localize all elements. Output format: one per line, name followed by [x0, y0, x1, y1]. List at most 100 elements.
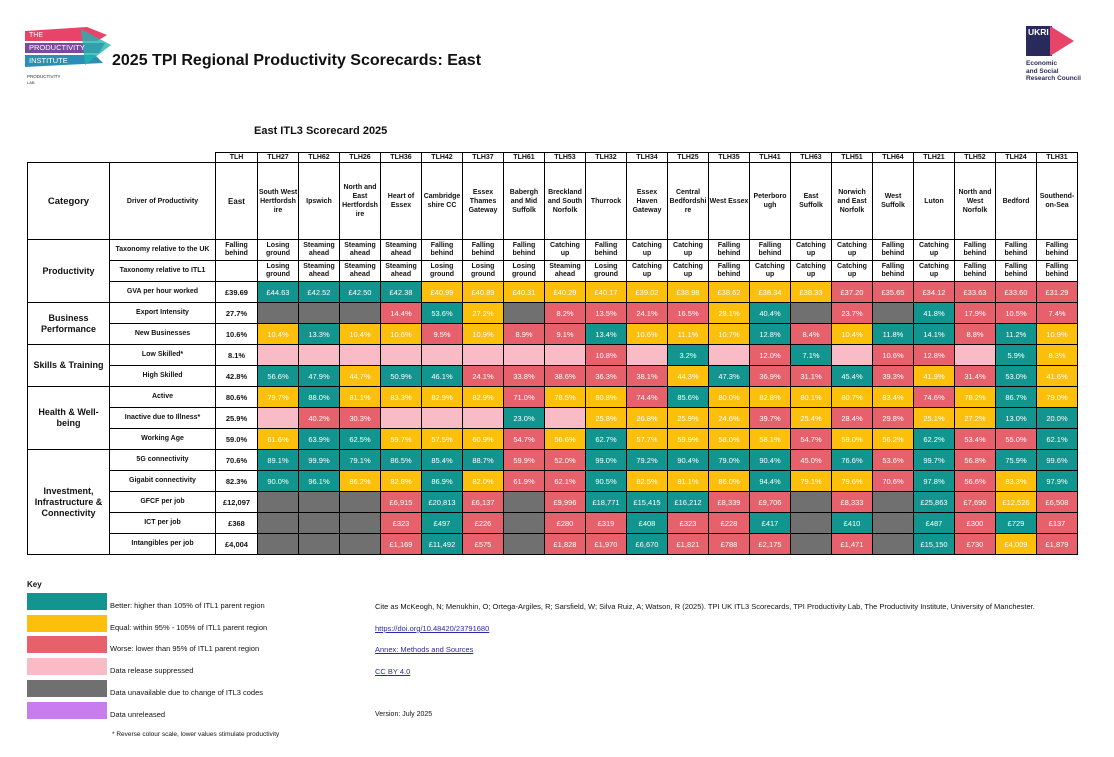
- score-cell: £34.12: [913, 281, 955, 303]
- taxonomy-cell: Catching up: [913, 260, 955, 282]
- score-cell: 31.1%: [790, 365, 832, 387]
- score-cell: 10.6%: [380, 323, 422, 345]
- region-code: TLH25: [667, 152, 709, 163]
- table-row: Taxonomy relative to ITL1 Losing ground St…: [28, 260, 1078, 282]
- score-cell: 81.1%: [667, 470, 709, 492]
- score-cell: 44.3%: [667, 365, 709, 387]
- score-cell: 24.6%: [708, 407, 750, 429]
- score-cell: 20.0%: [1036, 407, 1078, 429]
- score-cell: [626, 344, 668, 366]
- east-value: £39.69: [215, 281, 258, 303]
- score-cell: 79.1%: [339, 449, 381, 471]
- score-cell: 8.9%: [503, 323, 545, 345]
- key-label: Equal: within 95% - 105% of ITL1 parent …: [110, 622, 268, 632]
- score-cell: £39.02: [626, 281, 668, 303]
- score-cell: [380, 407, 422, 429]
- score-cell: [831, 344, 873, 366]
- table-row: ICT per job £368 £323 £497 £226 £280 £319 £408 £…: [28, 512, 1078, 534]
- taxonomy-cell: Steaming ahead: [380, 260, 422, 282]
- score-cell: 30.3%: [339, 407, 381, 429]
- score-cell: 59.7%: [380, 428, 422, 450]
- score-cell: 10.6%: [626, 323, 668, 345]
- table-row: New Businesses 10.6% 10.4% 13.3% 10.4% 10.6% 9…: [28, 323, 1078, 345]
- score-cell: £25,863: [913, 491, 955, 513]
- score-cell: £2,175: [749, 533, 791, 555]
- taxonomy-cell: Steaming ahead: [339, 239, 381, 261]
- score-cell: £8,339: [708, 491, 750, 513]
- score-cell: [790, 491, 832, 513]
- taxonomy-cell: Catching up: [626, 260, 668, 282]
- svg-text:PRODUCTIVITY: PRODUCTIVITY: [29, 43, 85, 52]
- score-cell: 55.0%: [995, 428, 1037, 450]
- score-cell: 31.4%: [954, 365, 996, 387]
- score-cell: £1,828: [544, 533, 586, 555]
- score-cell: 80.0%: [708, 386, 750, 408]
- score-cell: 56.6%: [544, 428, 586, 450]
- table-row: Health & Well- being Active 80.6% 79.7% 88.0…: [27, 386, 1078, 450]
- svg-text:LAB: LAB: [27, 80, 35, 85]
- east-value: 80.6%: [215, 386, 258, 408]
- east-value: £368: [215, 512, 258, 534]
- taxonomy-cell: Falling behind: [708, 260, 750, 282]
- score-cell: 62.1%: [544, 470, 586, 492]
- score-cell: 8.2%: [544, 302, 586, 324]
- category-label: Business Performance: [27, 302, 110, 345]
- score-cell: [544, 344, 586, 366]
- score-cell: £18,771: [585, 491, 627, 513]
- score-cell: 81.1%: [339, 386, 381, 408]
- key-swatch: [27, 614, 107, 632]
- region-name: East Suffolk: [790, 162, 832, 240]
- table-row: Intangibles per job £4,004 £1,169 £11,492 £5…: [28, 533, 1078, 555]
- score-cell: [380, 344, 422, 366]
- score-cell: 62.2%: [913, 428, 955, 450]
- score-cell: £6,670: [626, 533, 668, 555]
- score-cell: £487: [913, 512, 955, 534]
- taxonomy-cell: Falling behind: [749, 239, 791, 261]
- taxonomy-cell: Steaming ahead: [544, 260, 586, 282]
- region-code: TLH21: [913, 152, 955, 163]
- category-header: Category: [27, 162, 110, 240]
- east-value: 27.7%: [215, 302, 258, 324]
- key-swatch: [27, 593, 107, 610]
- taxonomy-cell: Losing ground: [503, 260, 545, 282]
- scorecard-title: East ITL3 Scorecard 2025: [254, 125, 388, 137]
- score-cell: [544, 407, 586, 429]
- east-value: 42.8%: [215, 365, 258, 387]
- license-link[interactable]: CC BY 4.0: [375, 667, 411, 676]
- score-cell: 13.3%: [298, 323, 340, 345]
- score-cell: 82.5%: [626, 470, 668, 492]
- score-cell: 82.9%: [462, 386, 504, 408]
- score-cell: 13.0%: [995, 407, 1037, 429]
- score-cell: 62.5%: [339, 428, 381, 450]
- driver-label: Taxonomy relative to ITL1: [109, 260, 216, 282]
- score-cell: 88.0%: [298, 386, 340, 408]
- east-value: 10.6%: [215, 323, 258, 345]
- driver-label: Taxonomy relative to the UK: [109, 239, 216, 261]
- annex-link[interactable]: Annex: Methods and Sources: [375, 645, 474, 654]
- score-cell: 89.1%: [257, 449, 299, 471]
- score-cell: 83.4%: [872, 386, 914, 408]
- tlh-name: East: [215, 162, 258, 240]
- region-code: TLH64: [872, 152, 914, 163]
- category-label: Skills & Training: [27, 344, 110, 387]
- category-label: Health & Well- being: [27, 386, 110, 450]
- score-cell: 79.7%: [257, 386, 299, 408]
- region-name: North and West Norfolk: [954, 162, 996, 240]
- score-cell: 25.1%: [913, 407, 955, 429]
- doi-link[interactable]: https://doi.org/10.48420/23791680: [375, 624, 490, 633]
- score-cell: £20,813: [421, 491, 463, 513]
- score-cell: £4,009: [995, 533, 1037, 555]
- score-cell: £6,137: [462, 491, 504, 513]
- score-cell: 90.5%: [585, 470, 627, 492]
- page-title: 2025 TPI Regional Productivity Scorecard…: [112, 52, 482, 69]
- region-code: TLH53: [544, 152, 586, 163]
- east-value: 25.9%: [215, 407, 258, 429]
- score-cell: [503, 344, 545, 366]
- score-cell: £730: [954, 533, 996, 555]
- region-name: Thurrock: [585, 162, 627, 240]
- score-cell: 11.8%: [872, 323, 914, 345]
- score-cell: 79.2%: [626, 449, 668, 471]
- region-code: TLH35: [708, 152, 750, 163]
- region-name: Breckland and South Norfolk: [544, 162, 586, 240]
- score-cell: 10.8%: [585, 344, 627, 366]
